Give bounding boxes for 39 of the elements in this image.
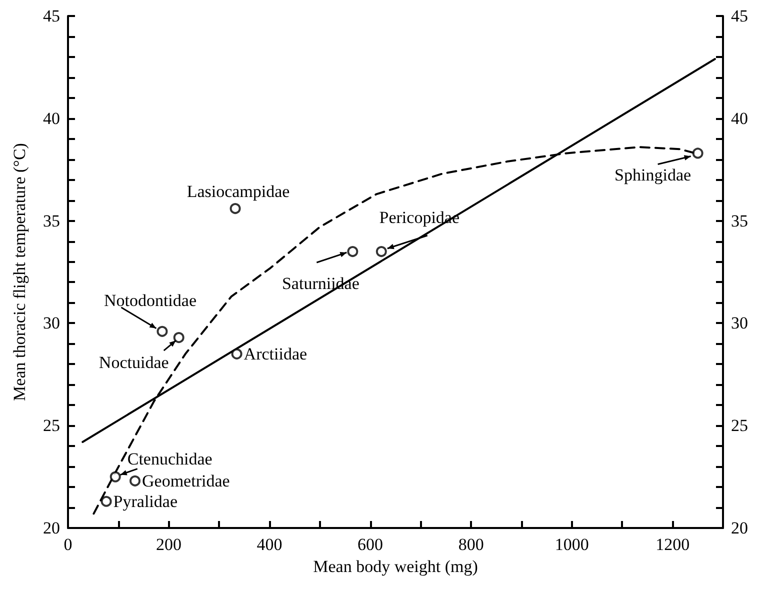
x-tick-label: 600 bbox=[358, 535, 384, 554]
y2-tick-label: 45 bbox=[731, 6, 748, 26]
point bbox=[231, 348, 242, 360]
y2-tick-label: 35 bbox=[731, 211, 748, 230]
annotation: Noctuidae bbox=[98, 353, 169, 372]
point bbox=[173, 332, 184, 344]
point bbox=[347, 246, 358, 258]
point bbox=[376, 246, 387, 258]
point bbox=[156, 326, 168, 337]
y-tick-label: 20 bbox=[43, 518, 60, 538]
y2-tick-label: 25 bbox=[731, 416, 748, 436]
y-tick-label: 25 bbox=[43, 416, 60, 436]
y2-tick-label: 20 bbox=[731, 518, 748, 538]
annotation: Ctenuchidae bbox=[127, 449, 212, 468]
annotation: Notodontidae bbox=[104, 290, 196, 310]
point bbox=[110, 471, 121, 482]
annotation: Geometridae bbox=[142, 471, 230, 490]
y-tick-label: 45 bbox=[43, 6, 60, 26]
annotation: Arctiidae bbox=[244, 344, 308, 364]
x-tick-label: 1000 bbox=[554, 535, 589, 554]
point bbox=[230, 203, 241, 214]
x-tick-label: 800 bbox=[458, 535, 484, 554]
y-tick-label: 35 bbox=[43, 211, 60, 230]
x-tick-label: 0 bbox=[64, 535, 72, 554]
point bbox=[100, 496, 112, 507]
y-tick-label: 30 bbox=[43, 314, 60, 333]
annotation: Lasiocampidae bbox=[186, 182, 290, 202]
y2-tick-label: 30 bbox=[731, 314, 748, 333]
x-axis-title: Mean body weight (mg) bbox=[313, 557, 478, 576]
y2-tick-label: 40 bbox=[731, 108, 748, 128]
x-tick-label: 400 bbox=[256, 535, 282, 554]
annotation: Sphingidae bbox=[614, 166, 692, 185]
y-tick-label: 40 bbox=[43, 108, 60, 128]
point bbox=[130, 475, 141, 486]
y-axis-title: Mean thoracic flight temperature (°C) bbox=[10, 143, 29, 401]
x-tick-label: 200 bbox=[156, 535, 182, 554]
x-tick-label: 1200 bbox=[656, 535, 690, 554]
point bbox=[692, 148, 704, 159]
annotation: Pyralidae bbox=[113, 492, 178, 511]
